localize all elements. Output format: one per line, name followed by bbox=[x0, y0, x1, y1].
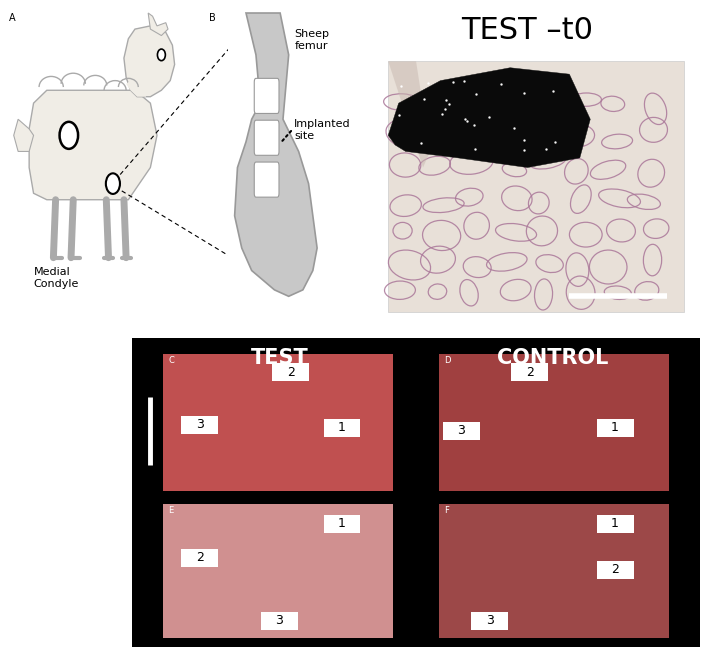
Bar bbox=[443, 422, 480, 440]
Text: 1: 1 bbox=[338, 517, 346, 530]
Text: E: E bbox=[169, 506, 173, 515]
Polygon shape bbox=[14, 120, 33, 152]
Bar bbox=[597, 561, 634, 579]
Polygon shape bbox=[388, 61, 430, 168]
Bar bbox=[324, 514, 360, 533]
Polygon shape bbox=[126, 78, 148, 97]
Bar bbox=[181, 549, 218, 566]
Bar bbox=[597, 514, 634, 533]
Text: C: C bbox=[169, 356, 174, 365]
Bar bbox=[163, 354, 393, 491]
Text: F: F bbox=[444, 506, 449, 515]
Text: 1: 1 bbox=[611, 517, 619, 530]
Polygon shape bbox=[235, 13, 317, 296]
Circle shape bbox=[60, 122, 78, 149]
Bar bbox=[511, 363, 548, 381]
Polygon shape bbox=[29, 90, 157, 200]
Bar bbox=[181, 416, 218, 434]
FancyBboxPatch shape bbox=[255, 78, 279, 114]
Text: Medial
Condyle: Medial Condyle bbox=[33, 267, 79, 289]
Text: 2: 2 bbox=[196, 551, 204, 564]
Polygon shape bbox=[148, 13, 168, 35]
Polygon shape bbox=[124, 26, 175, 97]
Bar bbox=[324, 419, 360, 437]
Text: 1: 1 bbox=[338, 421, 346, 434]
Text: TEST: TEST bbox=[250, 348, 309, 368]
Bar bbox=[132, 354, 163, 491]
Bar bbox=[393, 354, 439, 491]
Bar bbox=[388, 61, 684, 313]
Bar bbox=[132, 491, 700, 503]
FancyBboxPatch shape bbox=[255, 120, 279, 155]
Text: 3: 3 bbox=[275, 614, 284, 627]
Text: TEST –t0: TEST –t0 bbox=[461, 16, 594, 45]
Bar bbox=[272, 363, 309, 381]
Bar bbox=[261, 612, 298, 630]
Text: D: D bbox=[444, 356, 451, 365]
Text: Sheep
femur: Sheep femur bbox=[294, 29, 329, 51]
FancyBboxPatch shape bbox=[255, 162, 279, 197]
Bar bbox=[439, 354, 669, 491]
Text: 3: 3 bbox=[457, 424, 466, 438]
Bar bbox=[439, 503, 669, 638]
Text: CONTROL: CONTROL bbox=[497, 348, 608, 368]
Polygon shape bbox=[388, 68, 590, 168]
Circle shape bbox=[106, 173, 120, 194]
Text: A: A bbox=[9, 13, 16, 23]
Text: 3: 3 bbox=[196, 419, 204, 431]
Circle shape bbox=[157, 49, 166, 60]
Text: 3: 3 bbox=[486, 614, 494, 627]
Bar bbox=[471, 612, 508, 630]
Text: Implanted
site: Implanted site bbox=[294, 120, 351, 141]
Bar bbox=[393, 503, 439, 638]
Text: 1: 1 bbox=[611, 421, 619, 434]
Text: 2: 2 bbox=[525, 366, 534, 379]
Text: B: B bbox=[209, 13, 215, 23]
Text: 2: 2 bbox=[611, 564, 619, 576]
Text: 2: 2 bbox=[287, 366, 295, 379]
Bar bbox=[597, 419, 634, 437]
Bar bbox=[132, 503, 163, 638]
Bar bbox=[163, 503, 393, 638]
